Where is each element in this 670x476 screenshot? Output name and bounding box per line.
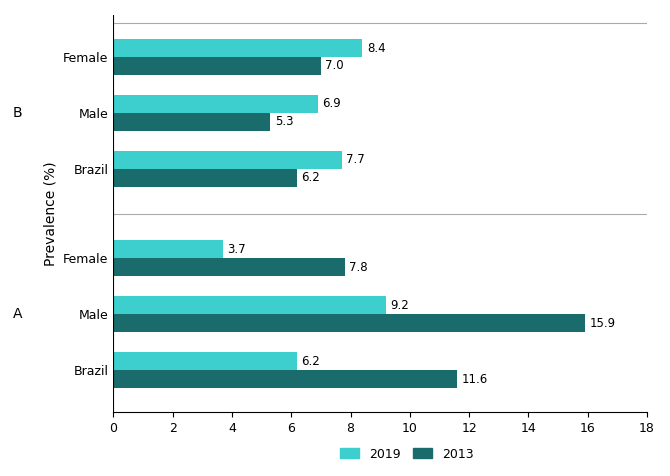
- Text: 6.2: 6.2: [302, 355, 320, 368]
- Text: 8.4: 8.4: [367, 41, 385, 55]
- Text: 5.3: 5.3: [275, 115, 293, 129]
- Bar: [113, 95, 318, 113]
- Bar: [113, 370, 457, 388]
- Y-axis label: Prevalence (%): Prevalence (%): [44, 161, 58, 266]
- Bar: [113, 113, 271, 131]
- Text: 7.0: 7.0: [326, 60, 344, 72]
- Bar: [113, 57, 321, 75]
- Text: 6.9: 6.9: [322, 98, 341, 110]
- Text: 15.9: 15.9: [589, 317, 615, 330]
- Bar: [113, 352, 297, 370]
- Text: 9.2: 9.2: [391, 299, 409, 312]
- Bar: [113, 169, 297, 187]
- Text: 6.2: 6.2: [302, 171, 320, 184]
- Bar: [113, 39, 362, 57]
- Text: B: B: [12, 106, 22, 120]
- Legend: 2019, 2013: 2019, 2013: [335, 443, 478, 466]
- Bar: [113, 240, 223, 258]
- Bar: [113, 151, 342, 169]
- Bar: [113, 258, 344, 276]
- Text: 7.7: 7.7: [346, 153, 365, 167]
- Text: 11.6: 11.6: [462, 373, 488, 386]
- Bar: [113, 314, 585, 332]
- Bar: [113, 297, 386, 314]
- Text: A: A: [13, 307, 22, 321]
- Text: 3.7: 3.7: [227, 243, 246, 256]
- Text: 7.8: 7.8: [349, 261, 368, 274]
